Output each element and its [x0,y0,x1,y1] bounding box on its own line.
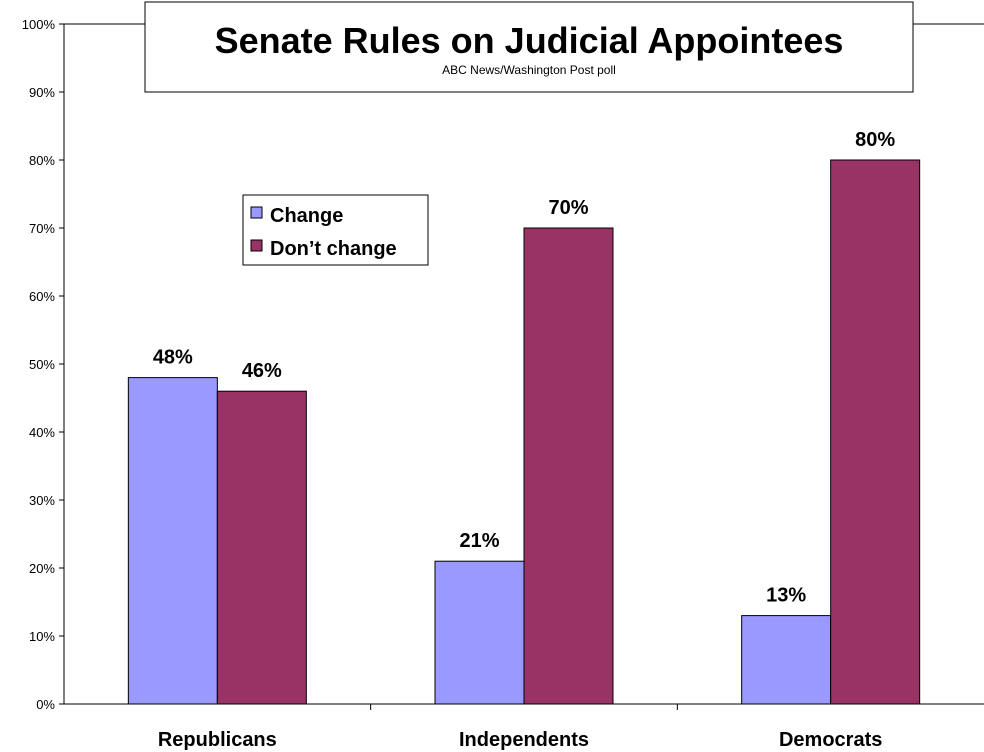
data-label: 21% [459,530,499,552]
data-label: 70% [548,197,588,219]
y-tick-label: 50% [29,357,55,372]
y-tick-label: 80% [29,153,55,168]
bars-layer [127,159,921,705]
bar-dont-change [216,390,307,705]
x-category-label: Republicans [158,729,277,751]
chart-subtitle: ABC News/Washington Post poll [442,63,616,77]
y-tick-label: 90% [29,85,55,100]
bar-change [434,560,525,705]
data-label: 48% [153,347,193,369]
bar-change [741,615,832,705]
bar-change [127,377,218,705]
legend-label-dont-change: Don’t change [270,238,397,260]
legend-swatch-change [250,206,263,219]
legend-label-change: Change [270,205,343,227]
bar-dont-change [523,227,614,705]
y-tick-label: 40% [29,425,55,440]
legend-swatch-dont-change [250,239,263,252]
chart-title: Senate Rules on Judicial Appointees [215,20,844,61]
data-label: 80% [855,129,895,151]
y-tick-label: 20% [29,561,55,576]
labels-layer: Republicans 48% 46% Independents 21% 70% Democ… [153,129,896,751]
y-tick-label: 10% [29,629,55,644]
data-label: 46% [242,360,282,382]
y-tick-label: 60% [29,289,55,304]
x-category-label: Independents [459,729,589,751]
y-tick-label: 70% [29,221,55,236]
y-tick-label: 30% [29,493,55,508]
x-category-label: Democrats [779,729,882,751]
y-tick-label: 0% [36,697,55,712]
title-box: Senate Rules on Judicial Appointees ABC … [144,1,914,93]
data-label: 13% [766,585,806,607]
bar-dont-change [830,159,921,705]
y-tick-label: 100% [22,17,56,32]
legend: Change Don’t change [242,194,429,266]
